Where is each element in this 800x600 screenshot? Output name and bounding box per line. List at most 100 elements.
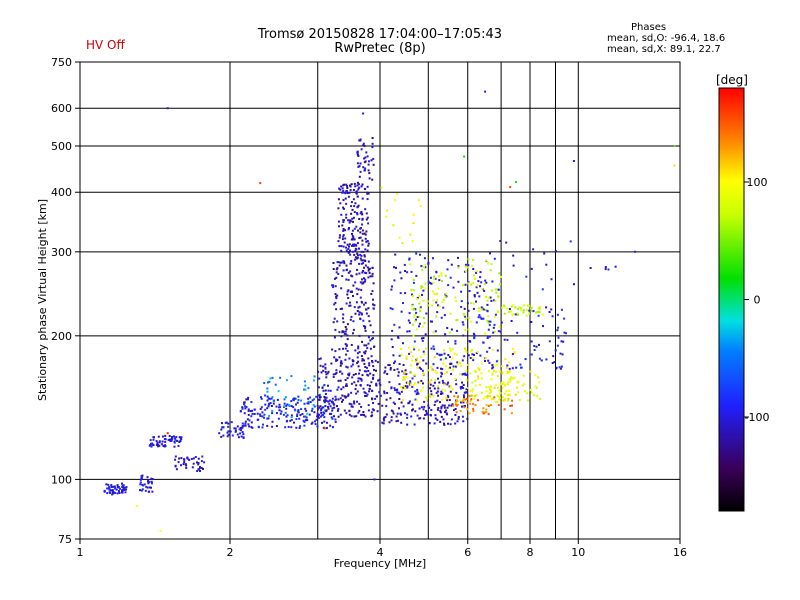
data-point	[323, 401, 326, 404]
data-point	[184, 463, 187, 466]
data-point	[496, 375, 499, 378]
data-point	[365, 272, 368, 275]
data-point	[370, 381, 373, 384]
data-point	[347, 297, 350, 299]
data-point	[363, 187, 366, 190]
phases-x-mean: mean, sd,X: 89.1, 22.7	[607, 44, 721, 55]
data-point	[139, 478, 142, 481]
data-point	[334, 421, 337, 423]
data-point	[353, 253, 356, 256]
data-point	[347, 195, 350, 198]
data-point	[356, 205, 359, 208]
data-point	[150, 486, 152, 489]
data-point	[391, 285, 393, 288]
data-point	[180, 436, 183, 439]
data-point	[362, 325, 365, 328]
data-point	[433, 403, 436, 406]
data-point	[401, 399, 404, 401]
data-point	[394, 198, 396, 201]
data-point	[352, 320, 355, 323]
data-point	[246, 398, 249, 401]
data-point	[482, 397, 485, 400]
data-point	[349, 189, 352, 192]
data-point	[537, 307, 540, 309]
data-point	[434, 400, 437, 403]
data-point	[177, 444, 180, 447]
data-point	[361, 197, 364, 200]
data-point	[426, 369, 429, 372]
data-point	[157, 444, 160, 447]
data-point	[298, 427, 301, 429]
data-point	[454, 422, 457, 425]
data-point	[330, 400, 333, 403]
data-point	[454, 296, 457, 299]
data-point	[350, 344, 353, 346]
data-point	[466, 374, 469, 377]
data-point	[418, 366, 421, 369]
data-point	[410, 270, 413, 273]
data-point	[337, 220, 340, 223]
data-point	[450, 362, 453, 365]
data-point	[511, 404, 513, 407]
data-point	[520, 306, 522, 309]
data-point	[493, 323, 496, 326]
data-point	[345, 213, 348, 216]
data-point	[309, 396, 312, 399]
data-point	[438, 275, 440, 278]
data-point	[341, 330, 344, 333]
data-point	[121, 491, 124, 494]
data-point	[436, 352, 439, 355]
data-point	[480, 281, 483, 284]
data-point	[345, 264, 348, 267]
data-point	[109, 492, 112, 494]
data-point	[236, 433, 239, 436]
data-point	[430, 409, 433, 411]
data-point	[357, 377, 360, 380]
data-point	[557, 326, 560, 329]
data-point	[125, 486, 128, 489]
data-point	[361, 229, 364, 232]
data-point	[389, 367, 392, 369]
data-point	[441, 392, 444, 395]
data-point	[510, 305, 513, 308]
data-point	[518, 399, 521, 401]
data-point	[373, 345, 376, 348]
data-point	[479, 316, 482, 319]
data-point	[358, 372, 360, 375]
data-point	[261, 411, 264, 414]
data-point	[259, 408, 262, 410]
data-point	[246, 418, 249, 421]
data-point	[379, 384, 382, 387]
data-point	[251, 412, 254, 415]
data-point	[456, 364, 459, 367]
data-point	[354, 256, 357, 259]
data-point	[538, 307, 541, 310]
data-point	[529, 388, 532, 391]
data-point	[456, 361, 459, 364]
data-point	[439, 409, 442, 412]
data-point	[406, 413, 409, 416]
data-point	[489, 395, 491, 398]
data-point	[454, 342, 457, 345]
data-point	[393, 362, 395, 365]
data-point	[350, 201, 353, 204]
data-point	[495, 370, 498, 373]
data-point	[353, 415, 356, 418]
data-point	[366, 393, 369, 396]
data-point	[514, 306, 517, 309]
data-point	[333, 356, 336, 359]
data-point	[484, 357, 487, 360]
data-point	[335, 271, 338, 274]
data-point	[349, 301, 351, 304]
data-point	[251, 409, 253, 412]
data-point	[437, 387, 440, 390]
data-point	[327, 400, 330, 403]
data-point	[400, 401, 403, 404]
data-point	[121, 484, 124, 487]
data-point	[360, 148, 363, 151]
phase-colorbar	[718, 87, 745, 512]
data-point	[364, 350, 367, 353]
data-point	[367, 192, 370, 195]
data-point	[353, 402, 356, 405]
data-point	[360, 250, 363, 253]
